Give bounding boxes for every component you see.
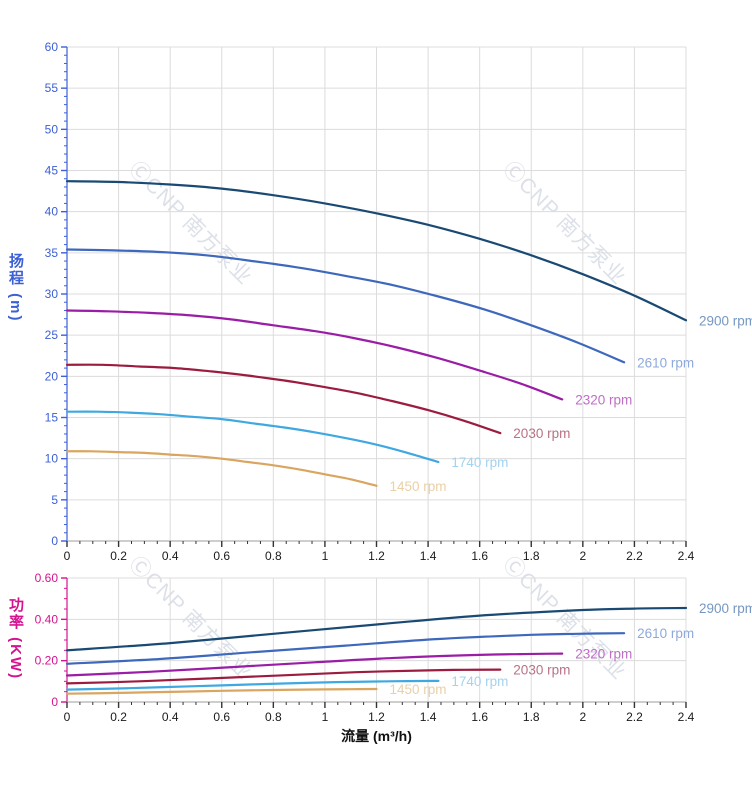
x-tick-label: 0.2	[110, 710, 127, 724]
curve-2610-rpm	[65, 632, 626, 665]
curve-2610-rpm	[65, 248, 626, 364]
series-label-1450-rpm: 1450 rpm	[390, 682, 447, 697]
y-tick-label: 45	[45, 164, 59, 178]
y-tick-label: 0.20	[35, 654, 59, 668]
y-tick-label: 50	[45, 122, 59, 136]
grid-lines	[67, 46, 687, 541]
x-tick-label: 0.6	[213, 549, 230, 563]
curve-2900-rpm	[65, 180, 688, 322]
y-tick-label: 0	[51, 534, 58, 548]
curve-1450-rpm	[65, 450, 378, 487]
curve-2030-rpm	[65, 668, 502, 685]
curve-2320-rpm	[65, 309, 564, 401]
x-tick-label: 1.2	[368, 549, 385, 563]
y-tick-label: 0.40	[35, 612, 59, 626]
x-tick-label: 0.6	[213, 710, 230, 724]
y-tick-label: 30	[45, 287, 59, 301]
x-tick-label: 1.4	[420, 549, 437, 563]
curve-2320-rpm	[65, 652, 564, 677]
x-tick-label: 1.4	[420, 710, 437, 724]
series-label-2320-rpm: 2320 rpm	[575, 392, 632, 407]
x-axis-ticks: 0 0.2 0.4 0.6 0.8 1 1.2 1.4 1.6 1.8 2 2.2 2.4	[64, 541, 695, 563]
series-label-1740-rpm: 1740 rpm	[451, 455, 508, 470]
flow-axis-title: 流量 (m³/h)	[341, 728, 412, 744]
y-tick-label: 35	[45, 246, 59, 260]
x-tick-label: 0.8	[265, 549, 282, 563]
y-tick-label: 25	[45, 328, 59, 342]
series-label-1740-rpm: 1740 rpm	[451, 674, 508, 689]
head-axis-title: 扬程 (m)	[7, 253, 24, 323]
x-tick-label: 1	[322, 710, 329, 724]
x-tick-label: 1.6	[471, 710, 488, 724]
x-tick-label: 1.8	[523, 710, 540, 724]
series-label-2610-rpm: 2610 rpm	[637, 355, 694, 370]
curve-1740-rpm	[65, 679, 440, 691]
y-tick-label: 15	[45, 411, 59, 425]
power-chart: 0 0.20 0.40 0.60 0 0.2 0.4 0.6 0.8 1 1.2 1.4 1.6 1.8 2…	[35, 571, 752, 724]
y-tick-label: 0.60	[35, 571, 59, 585]
power-axis-title: 功率 (KW)	[7, 597, 24, 681]
x-tick-label: 1	[322, 549, 329, 563]
x-tick-label: 0	[64, 710, 71, 724]
x-tick-label: 2.2	[626, 549, 643, 563]
curve-2030-rpm	[65, 363, 502, 435]
y-tick-label: 40	[45, 205, 59, 219]
x-tick-label: 0.2	[110, 549, 127, 563]
x-tick-label: 0.4	[162, 549, 179, 563]
curve-2900-rpm	[65, 606, 688, 652]
series-label-2900-rpm: 2900 rpm	[699, 601, 752, 616]
series-label-2030-rpm: 2030 rpm	[513, 426, 570, 441]
series-label-2030-rpm: 2030 rpm	[513, 663, 570, 678]
x-tick-label: 1.8	[523, 549, 540, 563]
watermark-text-1: ⒸCNP 南方泵业	[498, 157, 630, 289]
series-label-2320-rpm: 2320 rpm	[575, 647, 632, 662]
x-tick-label: 0.4	[162, 710, 179, 724]
series-label-1450-rpm: 1450 rpm	[390, 479, 447, 494]
x-tick-label: 2	[579, 549, 586, 563]
y-axis-ticks: 0 0.20 0.40 0.60	[35, 571, 67, 709]
watermark-text-2: ⒸCNP 南方泵业	[124, 552, 256, 684]
x-tick-label: 1.2	[368, 710, 385, 724]
x-tick-label: 2.4	[678, 710, 695, 724]
curve-1450-rpm	[65, 687, 378, 695]
y-tick-label: 5	[51, 493, 58, 507]
y-tick-label: 10	[45, 452, 59, 466]
watermark-text-0: ⒸCNP 南方泵业	[124, 157, 256, 289]
y-tick-label: 0	[51, 695, 58, 709]
y-tick-label: 60	[45, 40, 59, 54]
y-tick-label: 55	[45, 81, 59, 95]
x-tick-label: 1.6	[471, 549, 488, 563]
x-tick-label: 2.4	[678, 549, 695, 563]
x-tick-label: 2.2	[626, 710, 643, 724]
x-tick-label: 0.8	[265, 710, 282, 724]
x-tick-label: 0	[64, 549, 71, 563]
curve-1740-rpm	[65, 410, 440, 464]
series-label-2900-rpm: 2900 rpm	[699, 313, 752, 328]
y-axis-ticks: 0 5 10 15 20 25 30 35 40 45 50 55 60	[45, 40, 67, 548]
y-tick-label: 20	[45, 369, 59, 383]
head-chart: 0 5 10 15 20 25 30 35 40 45 50 55 60 0 0.2 0.4 0.6 0.8 1 1.…	[45, 40, 752, 563]
x-axis-ticks: 0 0.2 0.4 0.6 0.8 1 1.2 1.4 1.6 1.8 2 2.2 2.4	[64, 702, 695, 724]
series-label-2610-rpm: 2610 rpm	[637, 626, 694, 641]
x-tick-label: 2	[579, 710, 586, 724]
